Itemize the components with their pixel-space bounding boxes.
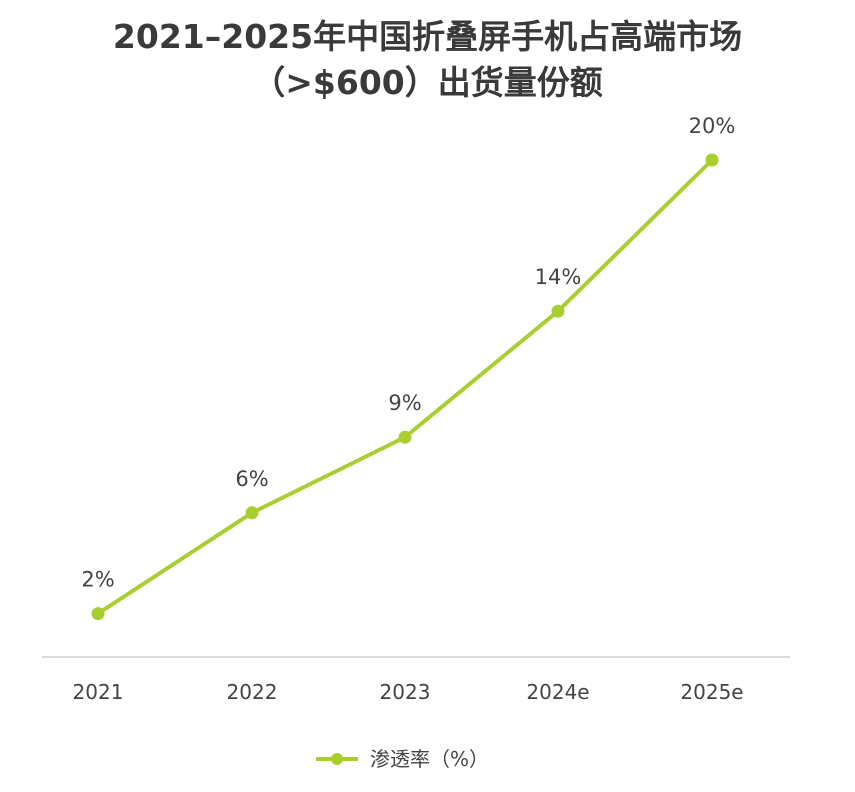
chart-marks: 2% 6% 9% 14% 20%: [81, 114, 736, 621]
x-tick-label-2023: 2023: [380, 680, 431, 704]
x-tick-label-2024e: 2024e: [526, 680, 589, 704]
x-axis-ticks: 2021 2022 2023 2024e 2025e: [73, 680, 744, 704]
data-label-2021: 2%: [81, 568, 114, 592]
x-tick-label-2025e: 2025e: [680, 680, 743, 704]
data-label-2022: 6%: [235, 467, 268, 491]
data-point-2023: [398, 430, 412, 444]
legend-marker: [331, 753, 343, 765]
data-point-2025e: [705, 153, 719, 167]
chart-title-line-1: 2021–2025年中国折叠屏手机占高端市场: [112, 17, 743, 56]
data-point-2021: [91, 607, 105, 621]
data-point-2022: [245, 506, 259, 520]
data-label-2024e: 14%: [535, 265, 582, 289]
data-point-2024e: [551, 304, 565, 318]
data-label-2023: 9%: [388, 391, 421, 415]
series-line: [96, 158, 714, 616]
x-tick-label-2021: 2021: [73, 680, 124, 704]
x-tick-label-2022: 2022: [227, 680, 278, 704]
legend-label: 渗透率（%）: [370, 747, 489, 771]
chart-legend: 渗透率（%）: [316, 747, 489, 771]
chart-title: 2021–2025年中国折叠屏手机占高端市场 （>$600）出货量份额: [0, 14, 855, 106]
chart-title-line-2: （>$600）出货量份额: [252, 63, 603, 102]
data-label-2025e: 20%: [689, 114, 736, 138]
